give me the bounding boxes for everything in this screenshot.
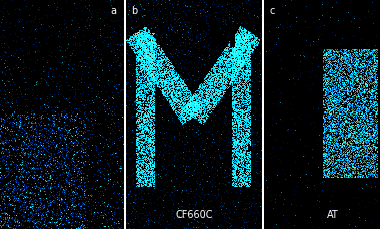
Text: b: b: [131, 6, 137, 16]
Text: AT: AT: [327, 209, 339, 219]
Text: a: a: [110, 6, 116, 16]
Text: c: c: [269, 6, 274, 16]
Text: CF660C: CF660C: [175, 209, 213, 219]
Text: M: M: [209, 25, 237, 53]
Text: J: J: [38, 29, 48, 57]
